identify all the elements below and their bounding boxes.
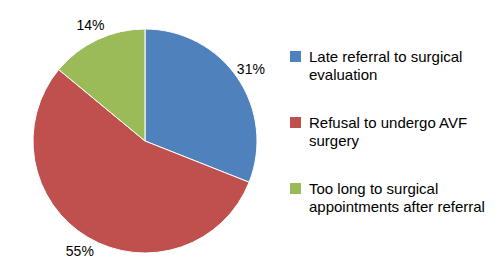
svg-text:55%: 55% <box>66 243 94 259</box>
svg-text:31%: 31% <box>237 61 265 77</box>
html-text:Late referral to surgical eval: Late referral to surgical evaluation <box>309 48 463 83</box>
html-text:Too long to surgical appointme: Too long to surgical appointments after … <box>309 180 485 215</box>
svg-text:14%: 14% <box>76 17 104 33</box>
html-text:Refusal to undergo AVF surgery: Refusal to undergo AVF surgery <box>309 114 468 149</box>
